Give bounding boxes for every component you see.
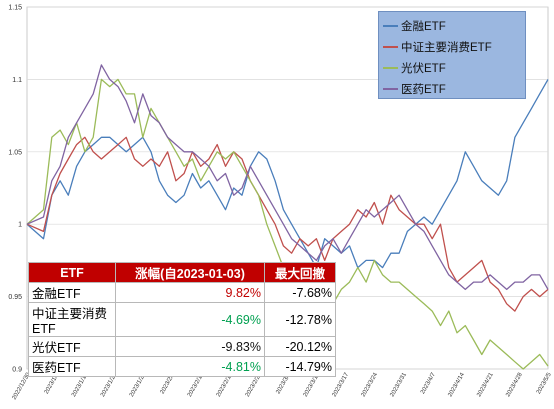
x-tick-label: 2023/4/14	[447, 371, 466, 398]
stats-row: 金融ETF 9.82% -7.68%	[28, 282, 336, 303]
x-tick-label: 2023/4/28	[505, 371, 524, 398]
legend-swatch	[383, 67, 398, 69]
series-line	[26, 136, 549, 312]
series-line	[26, 64, 549, 291]
legend-label: 光伏ETF	[401, 63, 446, 75]
x-tick-label: 2023/3/31	[389, 371, 408, 398]
legend-item: 金融ETF	[383, 18, 446, 34]
legend: 金融ETF 中证主要消费ETF 光伏ETF 医药ETF	[378, 11, 526, 99]
legend-item: 中证主要消费ETF	[383, 39, 492, 55]
row-gain: 9.82%	[115, 282, 265, 303]
legend-swatch	[383, 46, 398, 48]
legend-item: 光伏ETF	[383, 60, 446, 76]
row-name: 中证主要消费ETF	[28, 302, 116, 337]
row-name: 光伏ETF	[28, 336, 116, 357]
y-tick-label: 1.15	[8, 5, 22, 12]
x-tick-label: 2023/3/24	[361, 371, 380, 398]
row-name: 金融ETF	[28, 282, 116, 303]
legend-item: 医药ETF	[383, 81, 446, 97]
header-drawdown: 最大回撤	[264, 262, 336, 283]
stats-row: 医药ETF -4.81% -14.79%	[28, 356, 336, 377]
row-gain: -4.69%	[115, 302, 265, 337]
series-line	[26, 79, 549, 269]
row-drawdown: -7.68%	[264, 282, 336, 303]
legend-swatch	[383, 88, 398, 90]
y-tick-label: 0.9	[12, 367, 22, 374]
stats-table: ETF 涨幅(自2023-01-03) 最大回撤 金融ETF 9.82% -7.…	[28, 262, 336, 377]
row-drawdown: -20.12%	[264, 336, 336, 357]
x-tick-label: 2023/4/21	[476, 371, 495, 398]
stats-row: 光伏ETF -9.83% -20.12%	[28, 336, 336, 357]
legend-label: 中证主要消费ETF	[401, 42, 492, 54]
row-gain: -9.83%	[115, 336, 265, 357]
header-etf: ETF	[28, 262, 116, 283]
x-tick-label: 2023/4/7	[420, 371, 437, 395]
y-tick-label: 1.05	[8, 149, 22, 156]
legend-label: 医药ETF	[401, 84, 446, 96]
y-tick-label: 1	[18, 222, 22, 229]
x-tick-label: 2023/5/5	[536, 371, 553, 395]
row-gain: -4.81%	[115, 356, 265, 377]
legend-swatch	[383, 25, 398, 27]
row-name: 医药ETF	[28, 356, 116, 377]
y-tick-label: 1.1	[12, 77, 22, 84]
row-drawdown: -12.78%	[264, 302, 336, 337]
y-tick-label: 0.95	[8, 294, 22, 301]
stats-row: 中证主要消费ETF -4.69% -12.78%	[28, 302, 336, 337]
stats-header-row: ETF 涨幅(自2023-01-03) 最大回撤	[28, 262, 336, 283]
row-drawdown: -14.79%	[264, 356, 336, 377]
legend-label: 金融ETF	[401, 21, 446, 33]
y-axis-ticks: 1.15 1.1 1.05 1 0.95 0.9	[8, 5, 22, 374]
header-gain: 涨幅(自2023-01-03)	[115, 262, 265, 283]
